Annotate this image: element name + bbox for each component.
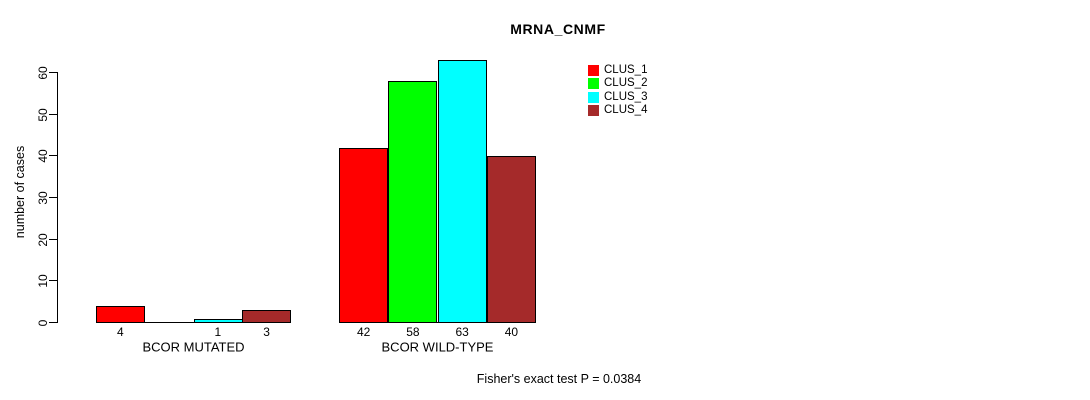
y-tick-label: 20	[36, 232, 50, 247]
bar-clus-1-bcor-mutated	[96, 306, 145, 323]
legend-swatch-clus-3-icon	[588, 91, 599, 103]
bar-value-label: 3	[263, 325, 270, 339]
y-tick	[49, 322, 57, 323]
x-baseline-bcor-mutated	[96, 322, 291, 323]
legend-item-clus-4: CLUS_4	[588, 104, 647, 117]
y-tick	[49, 197, 57, 198]
legend-label-clus-1: CLUS_1	[604, 64, 648, 77]
legend-swatch-clus-2-icon	[588, 78, 599, 90]
bar-value-label: 4	[117, 325, 124, 339]
bar-clus-2-bcor-wild-type	[388, 81, 437, 323]
y-tick-label: 10	[36, 273, 50, 288]
y-tick	[49, 155, 57, 156]
y-tick	[49, 280, 57, 281]
legend-label-clus-4: CLUS_4	[604, 104, 648, 117]
y-tick	[49, 239, 57, 240]
bar-clus-3-bcor-mutated	[194, 319, 243, 323]
y-tick-label: 50	[36, 107, 50, 122]
bar-clus-3-bcor-wild-type	[438, 60, 487, 323]
legend-swatch-clus-4-icon	[588, 105, 599, 117]
y-axis-line	[57, 72, 58, 323]
legend: CLUS_1 CLUS_2 CLUS_3 CLUS_4	[588, 64, 647, 117]
bar-clus-4-bcor-mutated	[242, 310, 291, 323]
y-tick-label: 40	[36, 148, 50, 163]
bar-value-label: 42	[356, 325, 371, 339]
bar-clus-1-bcor-wild-type	[339, 148, 388, 323]
chart-title: MRNA_CNMF	[510, 21, 606, 37]
legend-item-clus-3: CLUS_3	[588, 91, 647, 104]
y-tick	[49, 114, 57, 115]
legend-item-clus-2: CLUS_2	[588, 77, 647, 90]
legend-item-clus-1: CLUS_1	[588, 64, 647, 77]
fisher-test-annotation: Fisher's exact test P = 0.0384	[476, 372, 642, 386]
y-tick	[49, 72, 57, 73]
x-group-label-bcor-mutated: BCOR MUTATED	[142, 339, 245, 355]
y-tick-label: 30	[36, 190, 50, 205]
x-baseline-bcor-wild-type	[339, 322, 536, 323]
x-group-label-bcor-wild-type: BCOR WILD-TYPE	[381, 339, 494, 355]
bar-value-label: 58	[406, 325, 420, 339]
legend-swatch-clus-1-icon	[588, 65, 599, 77]
bar-clus-4-bcor-wild-type	[487, 156, 536, 323]
y-tick-label: 60	[36, 65, 50, 80]
y-tick-label: 0	[36, 319, 50, 326]
bar-value-label: 63	[455, 325, 469, 339]
bar-value-label: 40	[504, 325, 519, 339]
legend-label-clus-3: CLUS_3	[604, 90, 648, 103]
legend-label-clus-2: CLUS_2	[604, 77, 648, 90]
bar-value-label: 1	[214, 325, 222, 339]
